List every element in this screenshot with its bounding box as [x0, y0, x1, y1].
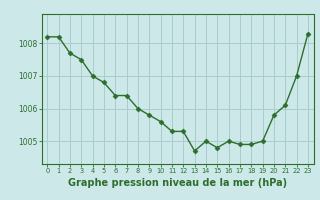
X-axis label: Graphe pression niveau de la mer (hPa): Graphe pression niveau de la mer (hPa): [68, 178, 287, 188]
